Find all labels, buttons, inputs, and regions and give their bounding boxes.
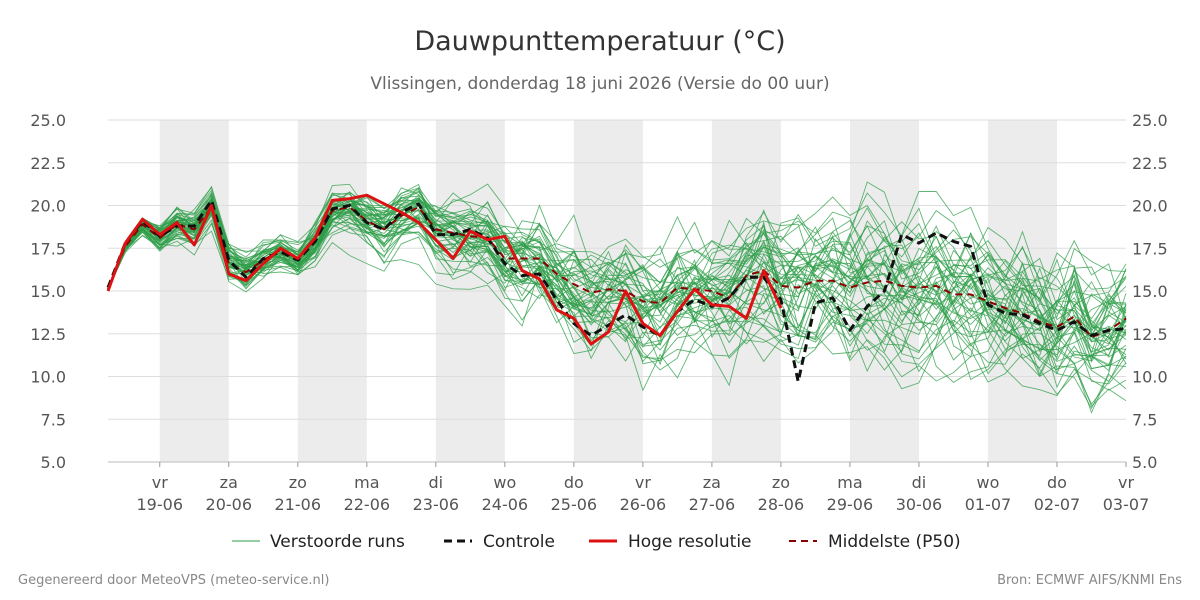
y-tick-label: 22.5 <box>30 154 66 173</box>
x-tick-date: 02-07 <box>1034 495 1081 514</box>
ensemble-run-line <box>107 192 1127 370</box>
x-tick-date: 19-06 <box>137 495 184 514</box>
chart-title: Dauwpunttemperatuur (°C) <box>414 26 785 57</box>
x-tick-day: zo <box>772 473 790 492</box>
ensemble-run-line <box>107 187 1127 373</box>
y-tick-label: 25.0 <box>1132 111 1168 130</box>
x-tick-day: vr <box>1118 473 1134 492</box>
x-tick-day: vr <box>635 473 651 492</box>
y-tick-label: 5.0 <box>1132 453 1157 472</box>
control-line <box>106 198 1127 384</box>
x-tick-day: ma <box>354 473 379 492</box>
x-tick-date: 28-06 <box>758 495 805 514</box>
high-res-line <box>106 193 783 346</box>
ensemble-run-line <box>107 200 1127 340</box>
y-tick-label: 22.5 <box>1132 154 1168 173</box>
x-tick-date: 20-06 <box>206 495 253 514</box>
y-tick-label: 15.0 <box>1132 282 1168 301</box>
x-tick-day: ma <box>837 473 862 492</box>
x-tick-date: 26-06 <box>620 495 667 514</box>
chart-subtitle: Vlissingen, donderdag 18 juni 2026 (Vers… <box>370 74 829 94</box>
x-tick-date: 25-06 <box>551 495 598 514</box>
ensemble-run-line <box>107 196 1127 339</box>
y-tick-label: 17.5 <box>30 239 66 258</box>
legend-label-control: Controle <box>483 532 555 552</box>
x-tick-date: 22-06 <box>344 495 391 514</box>
footer-generated-by: Gegenereerd door MeteoVPS (meteo-service… <box>18 573 329 588</box>
x-tick-date: 24-06 <box>482 495 529 514</box>
y-tick-label: 10.0 <box>1132 368 1168 387</box>
x-tick-day: za <box>703 473 721 492</box>
legend-label-high-res: Hoge resolutie <box>628 532 752 552</box>
y-tick-labels-left: 5.0 7.5 10.0 12.5 15.0 17.5 20.0 22.5 25.0 <box>30 111 66 472</box>
x-tick-day: do <box>564 473 584 492</box>
x-tick-day: di <box>429 473 444 492</box>
y-tick-label: 5.0 <box>41 453 66 472</box>
ensemble-run-line <box>107 185 1127 362</box>
x-tick-date: 27-06 <box>689 495 736 514</box>
x-tick-date: 30-06 <box>896 495 943 514</box>
legend-label-median: Middelste (P50) <box>828 532 961 552</box>
x-tick-date: 01-07 <box>965 495 1012 514</box>
legend-label-ensemble: Verstoorde runs <box>270 532 405 552</box>
y-tick-label: 7.5 <box>1132 410 1157 429</box>
y-tick-label: 25.0 <box>30 111 66 130</box>
x-tick-day: wo <box>977 473 1000 492</box>
ensemble-run-line <box>107 211 1127 407</box>
x-tick-day: di <box>912 473 927 492</box>
y-tick-label: 12.5 <box>30 325 66 344</box>
y-tick-label: 12.5 <box>1132 325 1168 344</box>
x-tick-labels: vr 19-06 za 20-06 zo 21-06 ma 22-06 di 23-06 wo 24-… <box>137 462 1150 514</box>
legend: Verstoorde runs Controle Hoge resolutie … <box>232 532 961 552</box>
ensemble-run-line <box>107 200 1127 354</box>
ensemble-runs <box>107 181 1127 414</box>
ensemble-run-line <box>107 192 1127 365</box>
main-series <box>106 193 1127 384</box>
x-tick-day: zo <box>289 473 307 492</box>
y-tick-label: 20.0 <box>30 197 66 216</box>
x-tick-day: vr <box>152 473 168 492</box>
y-tick-label: 15.0 <box>30 282 66 301</box>
y-tick-label: 20.0 <box>1132 197 1168 216</box>
ensemble-run-line <box>107 209 1127 367</box>
x-tick-date: 23-06 <box>413 495 460 514</box>
y-tick-label: 7.5 <box>41 410 66 429</box>
x-tick-day: do <box>1047 473 1067 492</box>
ensemble-run-line <box>107 186 1127 383</box>
x-tick-date: 21-06 <box>275 495 322 514</box>
y-tick-label: 10.0 <box>30 368 66 387</box>
y-tick-label: 17.5 <box>1132 239 1168 258</box>
footer-source: Bron: ECMWF AIFS/KNMI Ens <box>997 573 1182 588</box>
x-tick-date: 29-06 <box>827 495 874 514</box>
ensemble-run-line <box>107 199 1127 371</box>
x-tick-date: 03-07 <box>1103 495 1150 514</box>
x-tick-day: za <box>220 473 238 492</box>
x-tick-day: wo <box>493 473 516 492</box>
y-tick-labels-right: 5.0 7.5 10.0 12.5 15.0 17.5 20.0 22.5 25.0 <box>1132 111 1168 472</box>
ensemble-run-line <box>107 197 1127 378</box>
ensemble-run-line <box>107 191 1127 370</box>
